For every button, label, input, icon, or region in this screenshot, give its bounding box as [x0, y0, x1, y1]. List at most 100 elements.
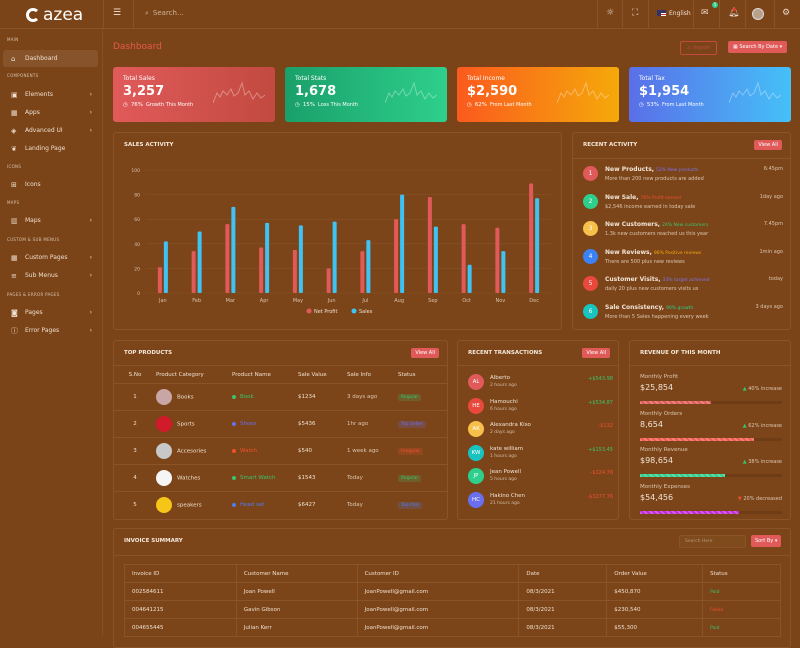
sidebar-item-custom-pages[interactable]: ▦ Custom Pages › [3, 249, 98, 266]
sparkline [557, 81, 609, 104]
stat-title: Total Tax [639, 75, 665, 82]
table-row[interactable]: 004641215 Gavin Gibson JoanPowell@gmail.c… [124, 600, 781, 619]
column-header: Status [702, 564, 781, 583]
activity-desc: More than 200 new products are added [605, 176, 704, 182]
logo[interactable]: azea [26, 5, 83, 25]
sidebar-item-elements[interactable]: ▣ Elements › [3, 86, 98, 103]
legend-label: Net Profit [314, 309, 337, 315]
revenue-value: $54,456 [640, 492, 674, 502]
bar-net-profit [259, 247, 264, 293]
settings-gear-icon[interactable]: ⚙ [782, 8, 791, 18]
language-selector[interactable]: English [657, 10, 691, 17]
table-row[interactable]: 1 Books Book $1234 3 days ago Regular [114, 383, 447, 411]
sidebar-item-landing-page[interactable]: ❦ Landing Page [3, 140, 98, 157]
sidebar-section-custom: CUSTOM & SUB MENUS [7, 237, 60, 242]
table-row[interactable]: 4 Watches Smart Watch $1543 Today Regula… [114, 464, 447, 492]
table-row[interactable]: 2 Sports Shoes $5436 1hr ago Top Seller [114, 410, 447, 438]
activity-item[interactable]: 6 Sale Consistency, 90% growth More than … [583, 303, 783, 331]
bar-sales [366, 240, 371, 293]
activity-number: 3 [583, 221, 598, 236]
revenue-change: 40% increase [748, 386, 782, 392]
transaction-item[interactable]: JP Jean Powell 5 hours ago -$124.78 [468, 468, 613, 490]
transaction-time: 2 hours ago [490, 383, 517, 388]
sidebar-item-maps[interactable]: ▥ Maps › [3, 212, 98, 229]
serial-no: 2 [114, 410, 156, 438]
recent-activity-view-all-button[interactable]: View All [754, 140, 782, 150]
activity-title: Sale Consistency, [605, 303, 665, 311]
stat-title: Total Income [467, 75, 505, 82]
revenue-item: Monthly Profit $25,854 ▲ 40% increase [640, 374, 782, 412]
chevron-right-icon: › [89, 254, 92, 261]
activity-item[interactable]: 2 New Sale, 76% Profit earned $2,546 inco… [583, 193, 783, 221]
invoice-date: 08/3/2021 [518, 618, 608, 637]
x-tick-label: Aug [394, 298, 404, 304]
bar-sales [265, 222, 270, 293]
avatar: HC [468, 491, 484, 508]
invoice-title: INVOICE SUMMARY [124, 538, 183, 544]
sale-info: Today [347, 491, 398, 519]
status-badge: Failed [710, 607, 724, 613]
import-button[interactable]: ⚠ Import [680, 41, 717, 55]
mail-icon[interactable]: ✉ [701, 8, 709, 18]
transaction-name: kate william [490, 445, 524, 452]
avatar: HE [468, 397, 484, 414]
serial-no: 1 [114, 383, 156, 411]
sidebar-item-apps[interactable]: ▦ Apps › [3, 104, 98, 121]
sidebar-item-sub-menus[interactable]: ≡ Sub Menus › [3, 267, 98, 284]
bar-net-profit [225, 224, 230, 293]
transaction-item[interactable]: HC Hakino Chen 21 hours ago -$3277.76 [468, 491, 613, 514]
progress-bar [640, 401, 782, 404]
sidebar-section-main: MAIN [7, 37, 19, 42]
transactions-view-all-button[interactable]: View All [582, 348, 610, 358]
menu-toggle-icon[interactable]: ☰ [113, 8, 122, 18]
sale-info: 3 days ago [347, 383, 398, 411]
transaction-item[interactable]: AL Alberto 2 hours ago +$543.98 [468, 374, 613, 396]
sidebar-item-dashboard[interactable]: ⌂ Dashboard [3, 50, 98, 67]
notification-bell-icon[interactable]: 🔔︎ [728, 8, 740, 18]
transaction-item[interactable]: KW kate william 1 hours ago +$153.45 [468, 444, 613, 467]
y-tick-label: 0 [137, 291, 140, 297]
fullscreen-icon[interactable]: ⛶ [632, 8, 639, 18]
bar-net-profit [360, 251, 365, 293]
invoice-search-input[interactable]: Search Here [679, 535, 746, 548]
table-row[interactable]: 002584611 Joan Powell JoanPowell@gmail.co… [124, 582, 781, 601]
sidebar-item-icons[interactable]: ⊞ Icons [3, 176, 98, 193]
sidebar-item-pages[interactable]: ◙ Pages › [3, 304, 98, 321]
activity-item[interactable]: 4 New Reviews, 96% Positive reviews There… [583, 248, 783, 276]
clock-icon: ◷ [639, 102, 644, 108]
table-row[interactable]: 5 speakers Head set $6427 Today Top Pick [114, 491, 447, 519]
transaction-item[interactable]: AK Alexandra Kiso 2 days ago -$132 [468, 421, 613, 443]
activity-number: 4 [583, 248, 598, 264]
revenue-item: Monthly Revenue $98,654 ▲ 38% increase [640, 447, 782, 485]
top-products-view-all-button[interactable]: View All [411, 348, 439, 358]
activity-item[interactable]: 1 New Products, 52% New products More tha… [583, 166, 783, 193]
invoice-table: Invoice ID Customer Name Customer ID Date Or… [124, 564, 781, 637]
bar-net-profit [495, 227, 500, 293]
status-badge: Irregular [398, 448, 424, 455]
sort-by-button[interactable]: Sort By ▾ [751, 535, 782, 547]
activity-item[interactable]: 5 Customer Visits, 33% target achieved da… [583, 276, 783, 303]
activity-number: 1 [583, 166, 598, 181]
table-row[interactable]: 004655445 Julian Kerr JoanPowell@gmail.co… [124, 618, 781, 637]
leaf-icon: ❦ [11, 144, 17, 153]
sidebar-item-label: Icons [25, 181, 41, 188]
user-avatar[interactable] [752, 8, 764, 20]
avatar: AL [468, 374, 484, 390]
product-name: Shoes [240, 421, 257, 427]
sidebar-item-error-pages[interactable]: ⓘ Error Pages › [3, 322, 98, 339]
theme-toggle-icon[interactable]: ☼ [606, 8, 615, 18]
sidebar-item-advanced-ui[interactable]: ◈ Advanced UI › [3, 122, 98, 139]
sidebar-item-label: Maps [25, 217, 41, 224]
y-tick-label: 60 [134, 217, 140, 223]
transaction-amount: +$153.45 [588, 446, 613, 453]
transaction-amount: +$543.98 [588, 376, 613, 382]
product-category: Accesories [177, 448, 207, 455]
transaction-name: Alexandra Kiso [490, 422, 531, 428]
serial-no: 3 [114, 437, 156, 465]
transaction-item[interactable]: HE Hamouchi 6 hours ago +$534.87 [468, 397, 613, 420]
table-row[interactable]: 3 Accesories Watch $540 1 week ago Irreg… [114, 437, 447, 465]
chevron-right-icon: › [89, 91, 92, 98]
search-by-date-button[interactable]: ▦ Search By Date ▾ [728, 41, 788, 53]
search-input[interactable]: ⌕ Search... [145, 9, 184, 18]
activity-item[interactable]: 3 New Customers, 24% New customers 1.3k n… [583, 221, 783, 248]
